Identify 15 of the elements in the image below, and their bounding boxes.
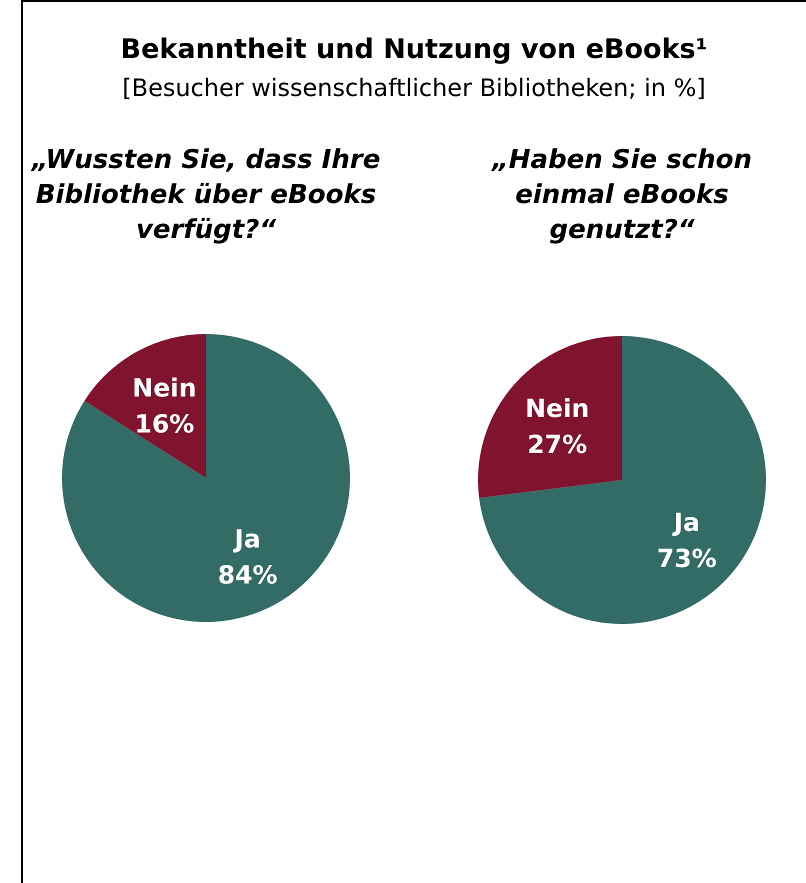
data-label: 73% bbox=[656, 544, 717, 574]
chart-title: „Wussten Sie, dass Ihre Bibliothek über eBooks verfügt?“ bbox=[30, 145, 380, 245]
slice-label: Nein bbox=[132, 373, 196, 402]
slice-label: Ja bbox=[232, 524, 261, 554]
pie-slice bbox=[478, 336, 622, 498]
pie-slice bbox=[479, 336, 766, 624]
data-label: 84% bbox=[218, 560, 278, 590]
pie-slice bbox=[62, 334, 350, 622]
text: Bekanntheit und Nutzung von eBooks¹ bbox=[120, 34, 708, 65]
chart-title: „Haben Sie schon einmal eBooks genutzt?“ bbox=[491, 145, 752, 245]
data-label: 16% bbox=[134, 409, 194, 438]
text: [Besucher wissenschaftlicher Bibliotheken; in %] bbox=[122, 74, 706, 102]
slice-label: Nein bbox=[525, 394, 590, 423]
slice-label: Ja bbox=[672, 508, 700, 538]
data-label: 27% bbox=[527, 430, 588, 459]
